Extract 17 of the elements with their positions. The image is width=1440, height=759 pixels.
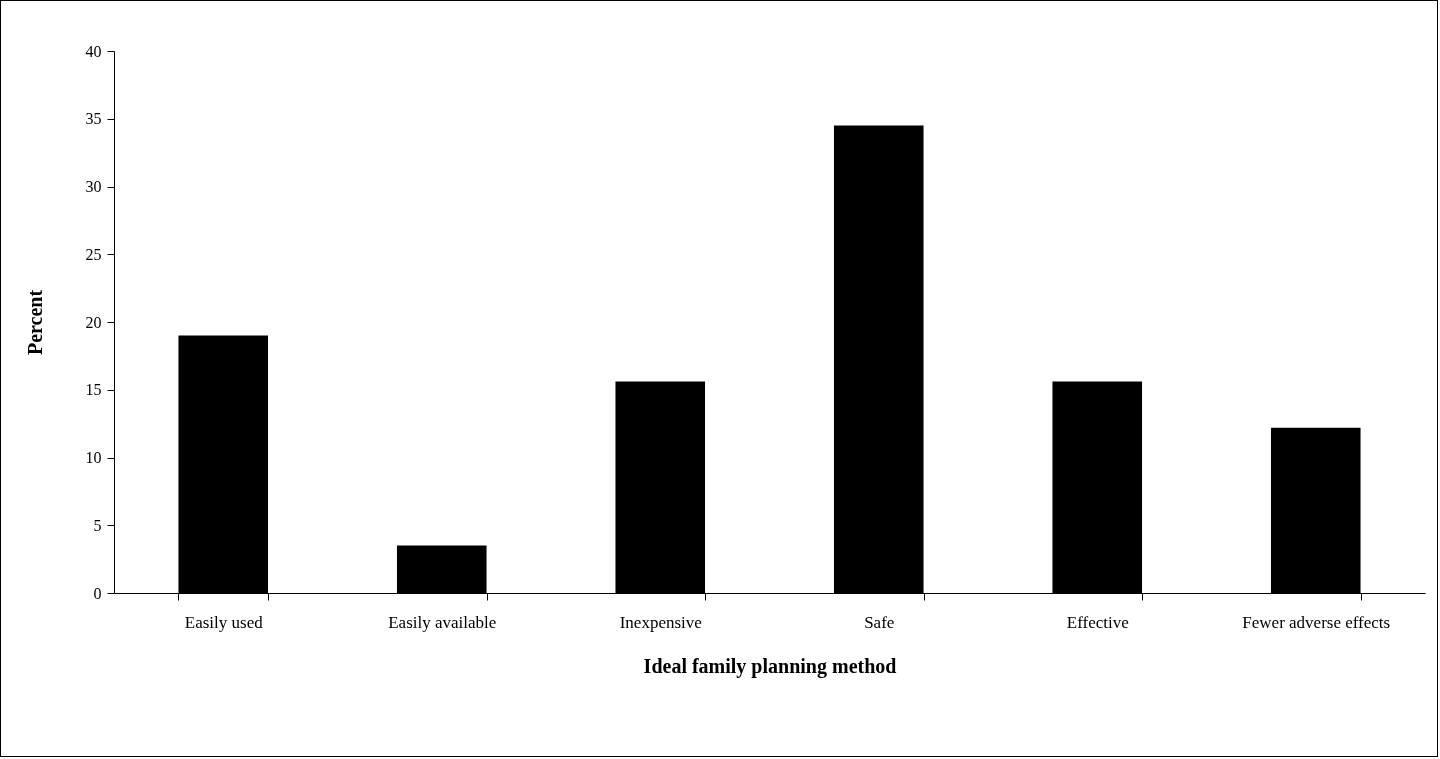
x-tick-label: Easily available [388, 612, 497, 632]
x-tick-label: Fewer adverse effects [1242, 612, 1391, 632]
y-axis-title: Percent [23, 289, 46, 356]
x-tick-label: Safe [864, 612, 895, 632]
x-tick-label: Inexpensive [619, 612, 702, 632]
y-tick-label: 35 [85, 110, 102, 128]
y-tick-label: 5 [93, 516, 102, 534]
y-tick-label: 20 [85, 313, 102, 331]
y-tick-label: 25 [85, 245, 102, 263]
x-axis-title: Ideal family planning method [643, 654, 897, 678]
x-tick-label: Easily used [184, 612, 264, 632]
y-tick-label: 0 [93, 584, 102, 602]
y-tick-label: 10 [85, 449, 102, 466]
y-tick-label: 15 [85, 381, 102, 399]
y-tick-label: 40 [85, 42, 102, 60]
y-tick-label: 30 [85, 178, 102, 195]
x-tick-label: Effective [1066, 612, 1129, 632]
